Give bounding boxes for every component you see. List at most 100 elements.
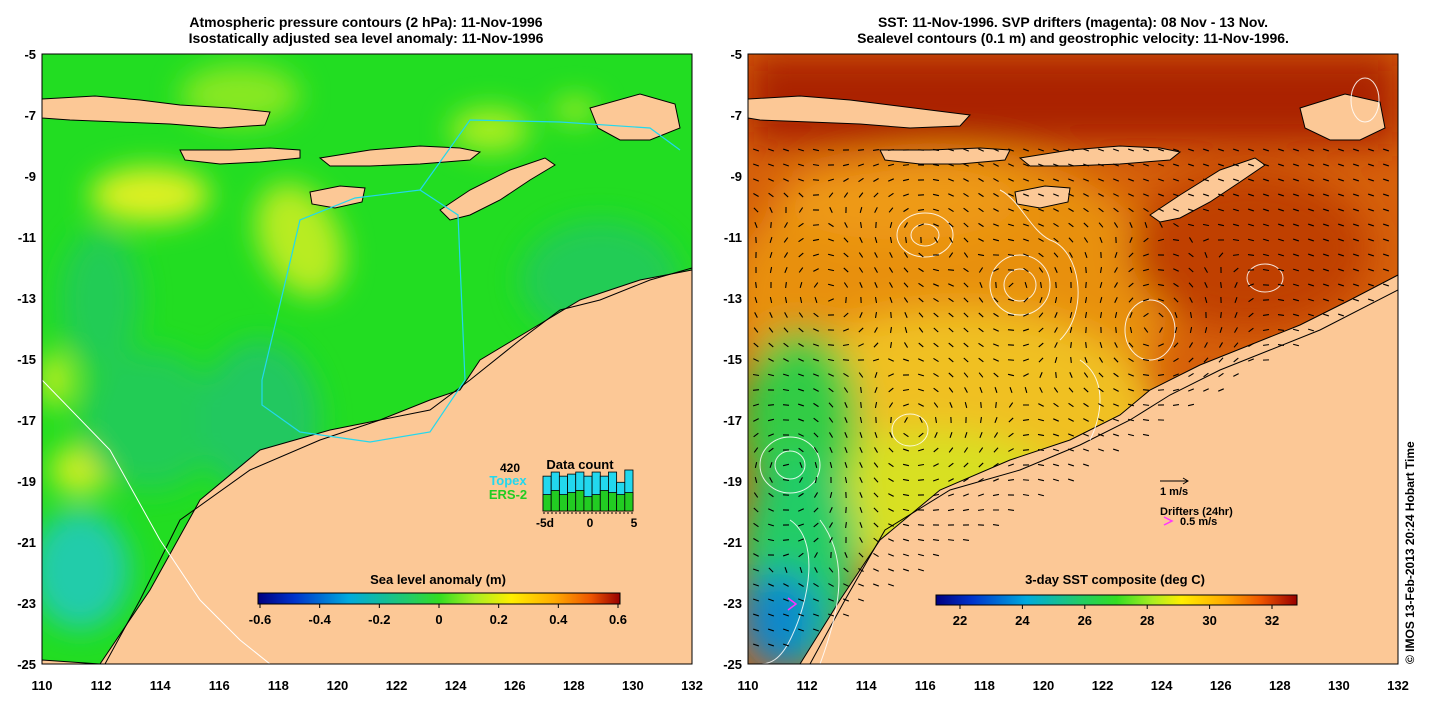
velocity-vector xyxy=(1352,298,1360,302)
velocity-vector xyxy=(1023,253,1029,257)
velocity-vector xyxy=(799,281,803,289)
velocity-vector xyxy=(1202,223,1210,227)
velocity-vector xyxy=(827,253,835,257)
velocity-vector xyxy=(888,523,894,527)
velocity-vector xyxy=(1292,238,1300,242)
velocity-vector xyxy=(948,357,954,363)
sla-tick-label: -0.4 xyxy=(308,612,331,627)
velocity-vector xyxy=(1099,281,1103,289)
velocity-vector xyxy=(754,461,758,469)
right-lat-tick: -25 xyxy=(723,657,742,672)
velocity-vector xyxy=(903,222,909,228)
velocity-vector xyxy=(828,567,834,573)
velocity-vector xyxy=(917,538,925,542)
velocity-vector xyxy=(813,492,819,498)
velocity-vector xyxy=(1188,342,1194,348)
velocity-vector xyxy=(888,373,894,377)
velocity-vector xyxy=(1367,268,1375,272)
right-lat-tick: -9 xyxy=(730,169,742,184)
velocity-vector xyxy=(1142,358,1150,362)
velocity-vector xyxy=(903,267,909,273)
velocity-vector xyxy=(917,373,925,377)
velocity-vector xyxy=(753,358,759,362)
velocity-vector xyxy=(1008,178,1014,182)
velocity-vector xyxy=(1188,388,1194,392)
velocity-vector xyxy=(799,296,803,304)
velocity-vector xyxy=(888,462,894,468)
velocity-vector xyxy=(844,447,848,453)
velocity-vector xyxy=(813,598,819,602)
velocity-vector xyxy=(767,613,775,617)
velocity-vector xyxy=(1367,283,1375,287)
velocity-vector xyxy=(1157,283,1165,287)
velocity-vector xyxy=(1082,163,1090,167)
velocity-vector xyxy=(1172,193,1180,197)
velocity-vector xyxy=(1024,386,1028,394)
velocity-vector xyxy=(963,207,969,213)
velocity-vector xyxy=(1277,253,1285,257)
drifters-label: Drifters (24hr) xyxy=(1160,506,1233,518)
ers2-count-bar xyxy=(616,494,626,512)
velocity-vector xyxy=(917,479,925,481)
velocity-vector xyxy=(1292,208,1300,212)
velocity-vector xyxy=(933,357,939,363)
velocity-vector xyxy=(902,388,910,392)
velocity-vector xyxy=(1232,178,1240,182)
australia-landmass xyxy=(42,269,692,664)
velocity-vector xyxy=(813,432,819,438)
velocity-vector xyxy=(1068,178,1074,182)
velocity-vector xyxy=(1217,163,1225,167)
velocity-vector xyxy=(1037,433,1045,437)
velocity-vector xyxy=(829,447,833,453)
velocity-vector xyxy=(782,643,790,647)
velocity-vector xyxy=(963,163,969,167)
velocity-vector xyxy=(978,477,984,483)
velocity-vector xyxy=(1307,268,1315,272)
velocity-vector xyxy=(1202,163,1210,167)
velocity-vector xyxy=(1009,386,1013,394)
velocity-vector xyxy=(1367,208,1375,212)
left-lon-tick: 112 xyxy=(91,678,112,693)
sst-tick-label: 26 xyxy=(1078,613,1092,628)
velocity-vector xyxy=(1053,402,1059,408)
velocity-vector xyxy=(1038,312,1044,318)
velocity-vector xyxy=(767,523,775,527)
velocity-vector xyxy=(753,492,759,498)
velocity-vector xyxy=(783,237,789,243)
velocity-vector xyxy=(1337,298,1345,302)
velocity-vector xyxy=(769,236,773,244)
velocity-vector xyxy=(858,552,864,558)
velocity-vector xyxy=(978,357,984,363)
velocity-vector xyxy=(752,389,760,391)
velocity-vector xyxy=(963,357,969,363)
sla-tick-label: 0.2 xyxy=(490,612,508,627)
velocity-vector xyxy=(769,207,773,213)
velocity-vector xyxy=(753,432,759,438)
velocity-vector xyxy=(1203,357,1209,363)
velocity-vector xyxy=(813,268,819,272)
velocity-vector xyxy=(1128,342,1134,348)
velocity-vector xyxy=(752,568,760,572)
velocity-vector xyxy=(1277,178,1285,182)
velocity-vector xyxy=(1037,418,1045,422)
velocity-vector xyxy=(1128,267,1134,273)
velocity-vector xyxy=(797,403,805,407)
velocity-vector xyxy=(858,267,864,273)
velocity-vector xyxy=(1114,297,1118,303)
velocity-vector xyxy=(1038,342,1044,348)
velocity-vector xyxy=(1127,418,1135,422)
velocity-vector xyxy=(799,462,803,468)
velocity-vector xyxy=(1022,148,1030,152)
velocity-vector xyxy=(1367,238,1375,242)
sla-tick-label: 0 xyxy=(435,612,442,627)
velocity-vector xyxy=(903,342,909,348)
velocity-vector xyxy=(933,372,939,378)
velocity-vector xyxy=(1128,373,1134,377)
velocity-vector xyxy=(1337,163,1345,167)
velocity-vector xyxy=(1172,163,1180,167)
velocity-vector xyxy=(812,238,820,242)
velocity-legend: 1 m/s Drifters (24hr) 0.5 m/s xyxy=(1160,477,1233,528)
velocity-vector xyxy=(843,387,849,393)
velocity-vector xyxy=(1127,433,1135,437)
velocity-vector xyxy=(963,372,969,378)
